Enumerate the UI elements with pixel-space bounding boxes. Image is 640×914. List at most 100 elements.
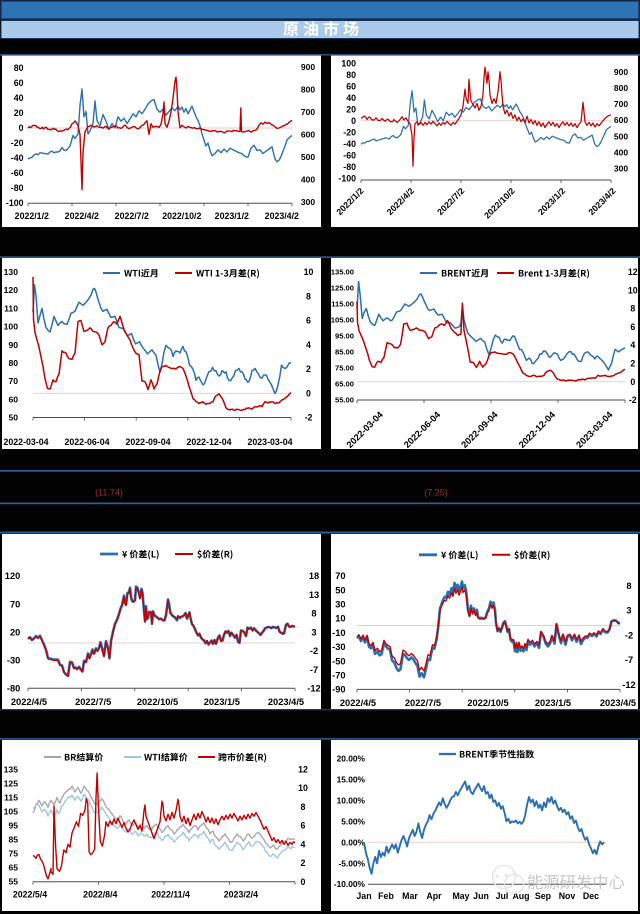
svg-text:95.00: 95.00 xyxy=(335,332,354,341)
svg-text:70: 70 xyxy=(335,571,345,581)
svg-text:100: 100 xyxy=(4,322,19,332)
svg-text:2023/4/5: 2023/4/5 xyxy=(600,698,636,708)
svg-text:-7: -7 xyxy=(310,665,318,675)
svg-text:0: 0 xyxy=(301,877,306,887)
svg-text:10: 10 xyxy=(304,267,314,277)
svg-text:8: 8 xyxy=(630,304,635,314)
svg-text:120: 120 xyxy=(5,571,21,581)
svg-text:15.00%: 15.00% xyxy=(337,774,366,784)
svg-text:135.00: 135.00 xyxy=(331,268,354,277)
svg-text:0: 0 xyxy=(306,388,311,398)
svg-text:105.00: 105.00 xyxy=(331,316,354,325)
svg-text:100: 100 xyxy=(341,58,356,68)
svg-text:60: 60 xyxy=(14,78,24,88)
svg-text:13: 13 xyxy=(309,590,319,600)
svg-text:115: 115 xyxy=(4,792,18,802)
svg-text:5.00%: 5.00% xyxy=(341,816,365,826)
svg-text:-40: -40 xyxy=(11,153,24,163)
svg-text:-100: -100 xyxy=(338,173,356,183)
svg-text:0: 0 xyxy=(630,377,635,387)
svg-text:-60: -60 xyxy=(11,168,24,178)
svg-text:2: 2 xyxy=(301,858,306,868)
svg-text:-80: -80 xyxy=(343,162,356,172)
svg-text:2022-12-04: 2022-12-04 xyxy=(187,437,232,447)
svg-text:-80: -80 xyxy=(7,684,20,694)
svg-text:-60: -60 xyxy=(343,150,356,160)
svg-text:500: 500 xyxy=(301,152,315,162)
svg-text:2: 2 xyxy=(306,364,311,374)
svg-text:600: 600 xyxy=(614,115,628,125)
svg-text:2022/5/4: 2022/5/4 xyxy=(13,890,47,900)
svg-text:Dec: Dec xyxy=(583,891,599,901)
svg-text:80: 80 xyxy=(8,358,18,368)
svg-text:-30: -30 xyxy=(7,655,20,665)
svg-text:2022/11/4: 2022/11/4 xyxy=(151,890,190,900)
svg-text:85.00: 85.00 xyxy=(335,348,354,357)
svg-text:8: 8 xyxy=(301,802,306,812)
svg-text:125.00: 125.00 xyxy=(331,284,354,293)
svg-text:2022-03-04: 2022-03-04 xyxy=(4,437,49,447)
svg-text:40: 40 xyxy=(346,93,356,103)
svg-text:115.00: 115.00 xyxy=(331,300,354,309)
svg-text:130: 130 xyxy=(4,267,19,277)
svg-text:-40: -40 xyxy=(343,139,356,149)
svg-text:Jun: Jun xyxy=(473,891,489,901)
svg-text:2023/4/2: 2023/4/2 xyxy=(265,211,299,221)
svg-text:-20: -20 xyxy=(11,138,24,148)
svg-text:2022/7/5: 2022/7/5 xyxy=(405,698,441,708)
svg-text:2023/1/2: 2023/1/2 xyxy=(215,211,249,221)
svg-text:-2: -2 xyxy=(305,413,313,423)
svg-text:Mar: Mar xyxy=(402,891,418,901)
svg-text:2023/1/5: 2023/1/5 xyxy=(204,697,240,707)
svg-text:2022/10/2: 2022/10/2 xyxy=(162,211,201,221)
svg-text:-100: -100 xyxy=(6,198,24,208)
svg-text:2022/4/2: 2022/4/2 xyxy=(65,211,99,221)
svg-text:-12: -12 xyxy=(307,684,320,694)
svg-text:2023/2/4: 2023/2/4 xyxy=(224,890,258,900)
svg-text:6: 6 xyxy=(630,322,635,332)
svg-text:-30: -30 xyxy=(332,642,345,652)
svg-text:(7.25): (7.25) xyxy=(424,488,448,498)
svg-text:0: 0 xyxy=(351,116,356,126)
svg-text:0: 0 xyxy=(19,123,24,133)
svg-text:2023/1/5: 2023/1/5 xyxy=(535,698,571,708)
svg-text:-12: -12 xyxy=(622,680,635,690)
svg-text:600: 600 xyxy=(301,129,315,139)
svg-text:3: 3 xyxy=(311,627,316,637)
svg-text:2022-06-04: 2022-06-04 xyxy=(65,437,110,447)
svg-text:8: 8 xyxy=(311,609,316,619)
svg-text:70: 70 xyxy=(10,599,20,609)
svg-text:110: 110 xyxy=(4,303,18,313)
svg-text:20.00%: 20.00% xyxy=(337,753,366,763)
svg-text:2023/4/5: 2023/4/5 xyxy=(268,697,304,707)
svg-text:900: 900 xyxy=(301,62,315,72)
svg-text:20: 20 xyxy=(346,104,356,114)
svg-text:2022/7/2: 2022/7/2 xyxy=(115,211,149,221)
svg-text:(11.74): (11.74) xyxy=(95,488,123,498)
svg-text:80: 80 xyxy=(346,70,356,80)
svg-text:6: 6 xyxy=(301,821,306,831)
svg-text:2023-03-04: 2023-03-04 xyxy=(248,437,293,447)
svg-text:2022/7/5: 2022/7/5 xyxy=(75,697,111,707)
svg-text:3: 3 xyxy=(626,606,631,616)
svg-text:12: 12 xyxy=(298,764,308,774)
svg-text:90: 90 xyxy=(8,340,18,350)
svg-text:10: 10 xyxy=(335,614,345,624)
svg-text:4: 4 xyxy=(301,839,306,849)
svg-text:700: 700 xyxy=(301,107,315,117)
svg-text:50: 50 xyxy=(8,413,18,423)
svg-text:800: 800 xyxy=(301,84,315,94)
svg-text:10.00%: 10.00% xyxy=(337,795,366,805)
svg-text:60: 60 xyxy=(346,81,356,91)
svg-text:125: 125 xyxy=(4,778,19,788)
svg-text:4: 4 xyxy=(630,340,635,350)
svg-text:Aug: Aug xyxy=(512,891,529,901)
svg-text:-2: -2 xyxy=(625,630,633,640)
svg-text:-7: -7 xyxy=(625,655,633,665)
svg-text:2022/10/5: 2022/10/5 xyxy=(467,698,508,708)
svg-text:2022/4/5: 2022/4/5 xyxy=(340,698,376,708)
svg-text:60: 60 xyxy=(8,394,18,404)
svg-text:-70: -70 xyxy=(332,670,345,680)
svg-text:-2: -2 xyxy=(310,646,318,656)
svg-text:8: 8 xyxy=(306,291,311,301)
